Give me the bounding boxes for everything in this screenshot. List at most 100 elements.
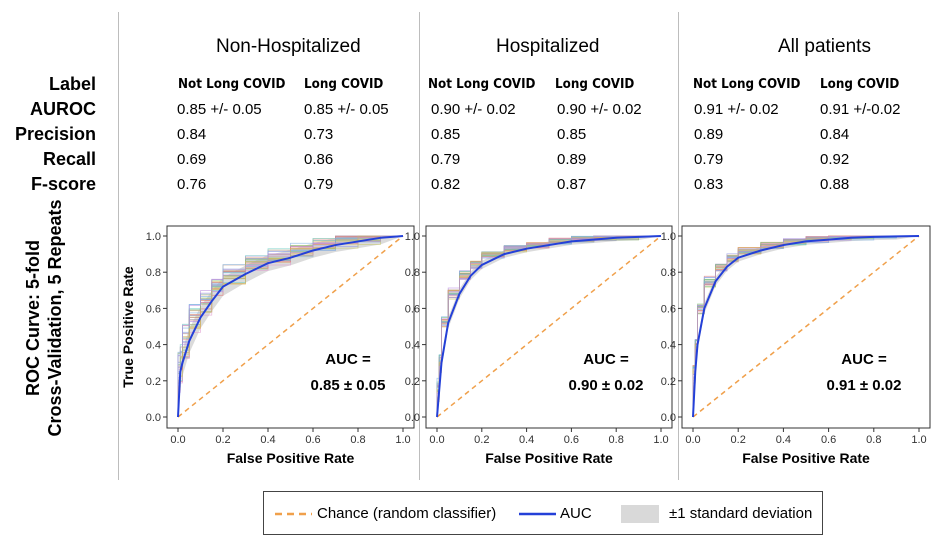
column-separator [419, 12, 420, 480]
metric-value: 0.88 [820, 176, 850, 193]
y-tick-label: 1.0 [146, 231, 161, 243]
row-label-precision: Precision [14, 124, 96, 144]
y-tick-label: 1.0 [405, 231, 420, 243]
chance-line [436, 235, 662, 418]
auc-annotation-line1: AUC = [841, 351, 887, 368]
metric-value: 0.76 [177, 176, 207, 193]
auc-annotation-line2: 0.85 ± 0.05 [311, 377, 386, 394]
y-tick-label: 0.6 [661, 303, 676, 315]
legend-chance-swatch [275, 512, 312, 516]
x-tick-label: 0.6 [564, 434, 579, 446]
y-tick-label: 0.8 [661, 267, 676, 279]
column-separator [678, 12, 679, 480]
metric-value: 0.82 [431, 176, 461, 193]
chance-line [692, 235, 920, 418]
x-tick-label: 0.0 [685, 434, 700, 446]
auc-line [436, 235, 662, 418]
row-label-fscore: F-score [30, 174, 96, 194]
metric-value: 0.84 [177, 126, 207, 143]
legend-std-label: ±1 standard deviation [669, 505, 813, 522]
row-label-recall: Recall [42, 149, 96, 169]
y-tick-label: 0.2 [146, 376, 161, 388]
class-header-long-covid: Long COVID [820, 77, 900, 92]
auc-annotation-line2: 0.90 ± 0.02 [569, 377, 644, 394]
y-tick-label: 0.0 [405, 412, 420, 424]
legend-std-swatch [621, 505, 659, 523]
fold-curve [436, 235, 661, 417]
metric-value: 0.86 [304, 151, 334, 168]
x-tick-label: 0.0 [429, 434, 444, 446]
legend: Chance (random classifier) AUC ±1 standa… [263, 491, 823, 535]
y-tick-label: 0.2 [661, 376, 676, 388]
plot-frame [425, 225, 673, 429]
x-axis-label: False Positive Rate [742, 450, 870, 466]
y-tick-label: 0.0 [146, 412, 161, 424]
metric-value: 0.91 +/- 0.02 [694, 101, 779, 118]
y-axis-label: True Positive Rate [120, 266, 136, 388]
x-tick-label: 0.4 [519, 434, 534, 446]
x-tick-label: 0.8 [866, 434, 881, 446]
metric-value: 0.85 [557, 126, 587, 143]
column-separator [118, 12, 119, 480]
metric-value: 0.73 [304, 126, 334, 143]
metric-value: 0.90 +/- 0.02 [557, 101, 642, 118]
y-tick-label: 0.0 [661, 412, 676, 424]
x-tick-label: 0.0 [170, 434, 185, 446]
roc-panel-2: 0.0 0.2 0.4 0.6 0.8 1.0 0.0 0.2 0.4 0.6 0.8 1.0 Fals… [405, 225, 673, 466]
metric-value: 0.79 [431, 151, 461, 168]
x-tick-label: 0.2 [474, 434, 489, 446]
legend-chance-label: Chance (random classifier) [317, 505, 497, 522]
group-title-all-patients: All patients [778, 36, 871, 57]
x-tick-label: 0.2 [215, 434, 230, 446]
metric-value: 0.85 +/- 0.05 [304, 101, 389, 118]
x-tick-label: 0.6 [821, 434, 836, 446]
metric-value: 0.91 +/-0.02 [820, 101, 901, 118]
metric-value: 0.79 [304, 176, 334, 193]
metric-value: 0.90 +/- 0.02 [431, 101, 516, 118]
auc-annotation-line1: AUC = [583, 351, 629, 368]
x-tick-label: 0.6 [305, 434, 320, 446]
metric-value: 0.69 [177, 151, 207, 168]
y-tick-label: 0.6 [146, 303, 161, 315]
metric-value: 0.85 [431, 126, 461, 143]
roc-panel-3: 0.0 0.2 0.4 0.6 0.8 1.0 0.0 0.2 0.4 0.6 0.8 1.0 Fals… [661, 225, 931, 466]
y-tick-label: 0.4 [146, 340, 161, 352]
row-label-label: Label [48, 74, 96, 94]
y-tick-label: 0.8 [405, 267, 420, 279]
x-tick-label: 0.4 [776, 434, 791, 446]
class-header-long-covid: Long COVID [304, 77, 384, 92]
fold-curve [692, 235, 919, 417]
metric-value: 0.89 [557, 151, 587, 168]
group-title-hospitalized: Hospitalized [496, 36, 600, 57]
class-header-not-long-covid: Not Long COVID [178, 77, 286, 92]
y-tick-label: 0.4 [661, 340, 676, 352]
x-axis-label: False Positive Rate [227, 450, 355, 466]
x-tick-label: 0.4 [260, 434, 275, 446]
x-tick-label: 1.0 [653, 434, 668, 446]
metric-value: 0.85 +/- 0.05 [177, 101, 262, 118]
roc-panel-1: 0.0 0.2 0.4 0.6 0.8 1.0 0.0 0.2 0.4 0.6 0.8 1.0 Fals… [120, 225, 415, 466]
y-tick-label: 0.6 [405, 303, 420, 315]
x-tick-label: 0.2 [731, 434, 746, 446]
class-header-long-covid: Long COVID [555, 77, 635, 92]
x-tick-label: 0.8 [350, 434, 365, 446]
auc-annotation-line1: AUC = [325, 351, 371, 368]
class-header-not-long-covid: Not Long COVID [693, 77, 801, 92]
metric-value: 0.79 [694, 151, 724, 168]
chance-line [177, 235, 404, 418]
x-tick-label: 1.0 [395, 434, 410, 446]
metric-value: 0.83 [694, 176, 724, 193]
metric-value: 0.92 [820, 151, 850, 168]
plot-frame [681, 225, 931, 429]
legend-auc-label: AUC [560, 505, 592, 522]
y-tick-label: 1.0 [661, 231, 676, 243]
metric-value: 0.89 [694, 126, 724, 143]
group-title-non-hospitalized: Non-Hospitalized [216, 36, 361, 57]
y-tick-label: 0.4 [405, 340, 420, 352]
auc-line [692, 235, 920, 418]
auc-annotation-line2: 0.91 ± 0.02 [827, 377, 902, 394]
x-axis-label: False Positive Rate [485, 450, 613, 466]
class-header-not-long-covid: Not Long COVID [428, 77, 536, 92]
x-tick-label: 0.8 [609, 434, 624, 446]
